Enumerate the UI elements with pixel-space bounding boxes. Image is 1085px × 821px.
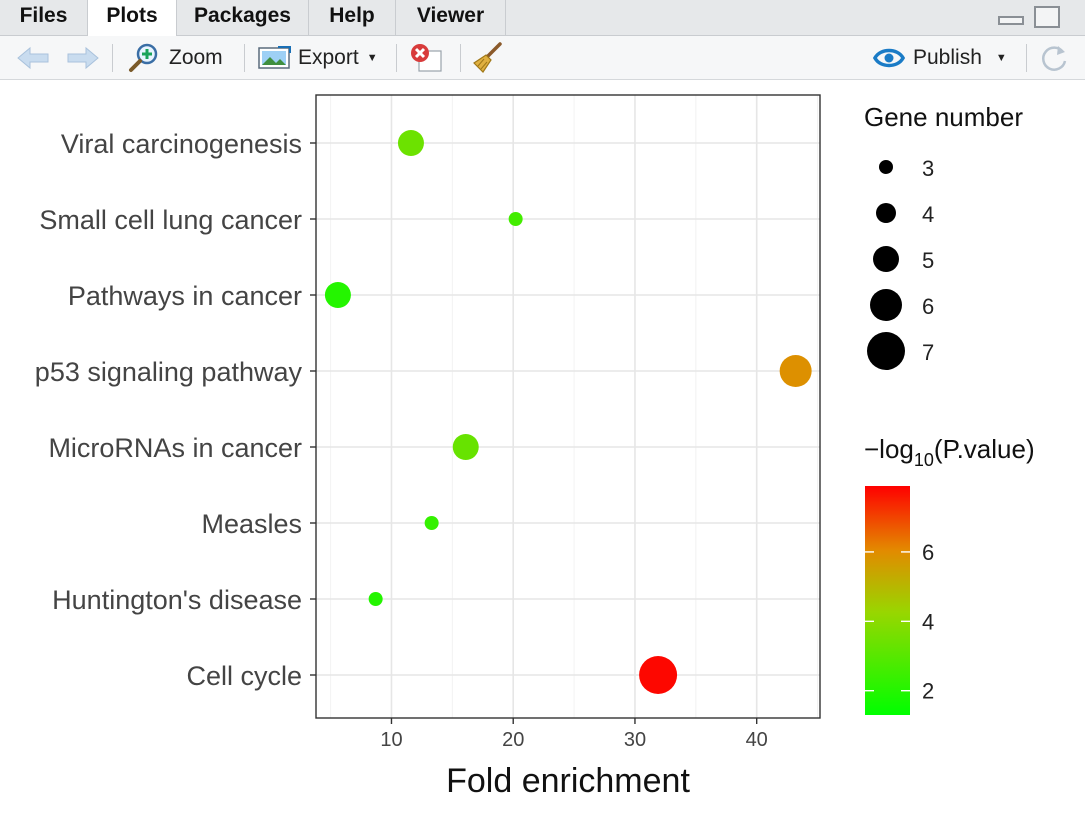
color-legend-title-suffix: (P.value) bbox=[934, 434, 1035, 464]
x-axis: 10 20 30 40 bbox=[380, 718, 768, 751]
y-tick-label: Cell cycle bbox=[186, 661, 302, 691]
x-axis-title: Fold enrichment bbox=[446, 762, 690, 800]
tab-plots[interactable]: Plots bbox=[87, 0, 177, 37]
y-tick-label: MicroRNAs in cancer bbox=[48, 433, 302, 463]
data-point bbox=[368, 592, 383, 606]
publish-label: Publish bbox=[913, 46, 982, 69]
panel-border bbox=[315, 94, 821, 719]
color-legend-title-subscript: 10 bbox=[914, 450, 934, 470]
tab-help-label: Help bbox=[329, 4, 375, 27]
tab-viewer[interactable]: Viewer bbox=[396, 0, 506, 36]
y-axis: Viral carcinogenesis Small cell lung canc… bbox=[35, 129, 316, 691]
size-legend-label: 6 bbox=[922, 294, 934, 319]
export-label: Export bbox=[298, 46, 359, 69]
x-tick-label: 10 bbox=[380, 729, 402, 751]
enrichment-dot-plot: Viral carcinogenesis Small cell lung canc… bbox=[35, 94, 1035, 800]
tab-files-label: Files bbox=[19, 4, 68, 27]
forward-button[interactable] bbox=[66, 36, 100, 80]
chevron-down-icon: ▼ bbox=[995, 52, 1007, 64]
color-legend-label: 2 bbox=[922, 679, 934, 704]
toolbar-divider bbox=[396, 44, 397, 72]
tab-packages-label: Packages bbox=[194, 4, 291, 27]
plot-area: Viral carcinogenesis Small cell lung canc… bbox=[0, 80, 1085, 816]
data-point bbox=[779, 355, 812, 387]
color-legend-title-prefix: −log bbox=[864, 434, 914, 464]
remove-plot-icon bbox=[411, 44, 442, 72]
magnifier-plus-icon bbox=[129, 43, 158, 72]
y-tick-label: p53 signaling pathway bbox=[35, 357, 303, 387]
data-point bbox=[397, 130, 424, 156]
color-legend-title: −log10(P.value) bbox=[864, 434, 1035, 470]
size-legend-key bbox=[867, 332, 905, 370]
tab-viewer-label: Viewer bbox=[416, 4, 485, 27]
data-point bbox=[324, 282, 351, 308]
size-legend-key bbox=[870, 289, 902, 321]
toolbar-divider bbox=[244, 44, 245, 72]
clear-plots-button[interactable] bbox=[472, 36, 504, 80]
arrow-left-icon bbox=[17, 46, 49, 70]
x-tick-label: 30 bbox=[624, 729, 646, 751]
tab-plots-label: Plots bbox=[106, 4, 158, 27]
minimize-icon[interactable] bbox=[998, 16, 1024, 25]
y-tick-label: Small cell lung cancer bbox=[39, 205, 302, 235]
size-legend-key bbox=[873, 246, 899, 272]
color-legend-label: 4 bbox=[922, 609, 934, 634]
toolbar-divider bbox=[1026, 44, 1027, 72]
back-button[interactable] bbox=[16, 36, 50, 80]
y-tick-label: Pathways in cancer bbox=[68, 281, 302, 311]
arrow-right-icon bbox=[67, 46, 99, 70]
publish-icon bbox=[873, 48, 905, 68]
toolbar-divider bbox=[460, 44, 461, 72]
y-tick-label: Measles bbox=[201, 509, 302, 539]
remove-plot-button[interactable] bbox=[410, 36, 444, 80]
toolbar-divider bbox=[112, 44, 113, 72]
image-export-icon bbox=[258, 46, 291, 69]
size-legend: Gene number 3 4 5 6 7 bbox=[864, 102, 1023, 370]
pane-tab-bar: Files Plots Packages Help Viewer bbox=[0, 0, 1085, 37]
y-tick-label: Huntington's disease bbox=[52, 585, 302, 615]
export-button[interactable]: Export ▼ bbox=[258, 36, 378, 80]
broom-icon bbox=[473, 42, 502, 73]
zoom-button[interactable]: Zoom bbox=[128, 36, 223, 80]
color-bar bbox=[865, 486, 910, 715]
size-legend-label: 3 bbox=[922, 156, 934, 181]
size-legend-label: 4 bbox=[922, 202, 934, 227]
refresh-button[interactable] bbox=[1038, 36, 1070, 80]
size-legend-label: 5 bbox=[922, 248, 934, 273]
size-legend-key bbox=[876, 203, 896, 223]
tab-files[interactable]: Files bbox=[0, 0, 88, 36]
size-legend-key bbox=[879, 160, 893, 174]
refresh-icon bbox=[1042, 46, 1067, 71]
data-point bbox=[639, 656, 678, 694]
zoom-label: Zoom bbox=[169, 46, 223, 69]
color-legend-label: 6 bbox=[922, 540, 934, 565]
tab-packages[interactable]: Packages bbox=[177, 0, 309, 36]
chevron-down-icon: ▼ bbox=[366, 52, 378, 64]
maximize-icon[interactable] bbox=[1034, 6, 1060, 28]
data-point bbox=[508, 212, 523, 226]
x-tick-label: 40 bbox=[746, 729, 768, 751]
size-legend-title: Gene number bbox=[864, 102, 1023, 132]
size-legend-label: 7 bbox=[922, 340, 934, 365]
x-tick-label: 20 bbox=[502, 729, 524, 751]
y-tick-label: Viral carcinogenesis bbox=[61, 129, 302, 159]
grid-major bbox=[316, 95, 820, 718]
data-point bbox=[424, 516, 439, 530]
data-points bbox=[324, 130, 812, 694]
publish-button[interactable]: Publish ▼ bbox=[872, 36, 1007, 80]
tab-help[interactable]: Help bbox=[309, 0, 396, 36]
color-legend: −log10(P.value) 2 4 6 bbox=[864, 434, 1035, 715]
grid-minor bbox=[330, 95, 819, 718]
plots-toolbar: Zoom Export ▼ bbox=[0, 36, 1085, 80]
data-point bbox=[452, 434, 479, 460]
